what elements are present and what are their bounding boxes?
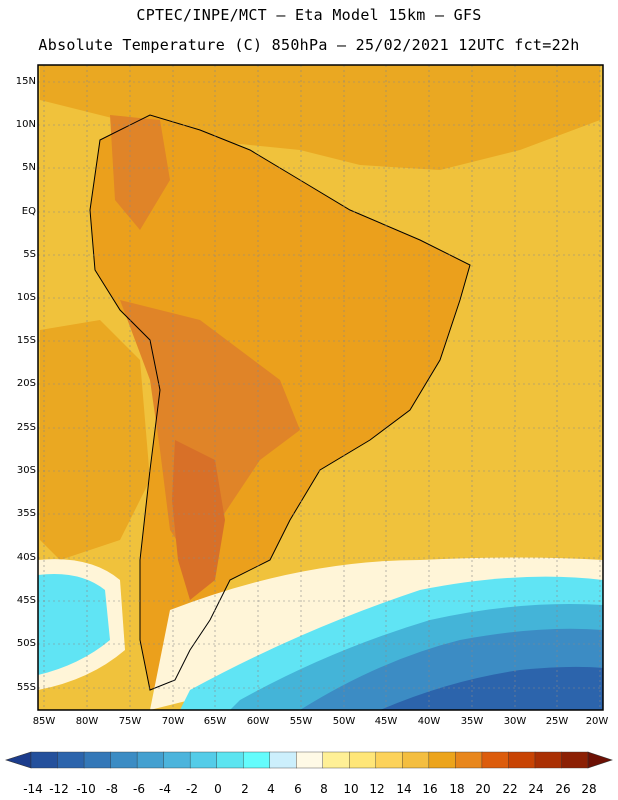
colorbar-label: 24 [528, 782, 544, 796]
colorbar-label: 8 [320, 782, 328, 796]
colorbar-label: 28 [581, 782, 597, 796]
colorbar-label: -2 [186, 782, 198, 796]
colorbar-label: -6 [133, 782, 145, 796]
colorbar-label: -12 [49, 782, 69, 796]
lat-label: 35S [16, 508, 36, 519]
title-line-1: CPTEC/INPE/MCT – Eta Model 15km – GFS [136, 6, 482, 24]
lon-label: 30W [503, 716, 527, 727]
lon-label: 85W [32, 716, 56, 727]
lon-label: 35W [460, 716, 484, 727]
colorbar-label: 22 [502, 782, 518, 796]
lat-label: 45S [16, 595, 36, 606]
colorbar-label: 6 [294, 782, 302, 796]
colorbar-swatch [83, 751, 112, 769]
colorbar-label: 0 [214, 782, 222, 796]
pacific-warm-band [40, 320, 150, 560]
lon-label: 40W [417, 716, 441, 727]
title-line-2: Absolute Temperature (C) 850hPa – 25/02/… [38, 36, 580, 54]
colorbar-swatch [110, 751, 138, 769]
pacific-cold-southwest [38, 574, 110, 675]
colorbar-swatch [349, 751, 377, 769]
colorbar-swatch [242, 751, 271, 769]
colorbar-swatch [508, 751, 536, 769]
colorbar-swatch [534, 751, 562, 769]
colorbar-label: 2 [241, 782, 249, 796]
colorbar-swatch [189, 751, 218, 769]
southern-cold-deep [380, 666, 603, 710]
colorbar-swatch [322, 751, 350, 769]
colorbar-label: -10 [76, 782, 96, 796]
chaco-hot-region [120, 300, 300, 560]
colorbar-swatch [57, 751, 85, 769]
colorbar [5, 751, 613, 769]
coastline [89, 114, 471, 691]
colorbar-swatch [163, 751, 191, 769]
colorbar-label: 16 [422, 782, 438, 796]
colorbar-swatch [428, 751, 456, 769]
lat-label: 25S [16, 422, 36, 433]
andes-north-hot [110, 115, 170, 230]
colorbar-label: 4 [267, 782, 275, 796]
lon-label: 45W [374, 716, 398, 727]
colorbar-label: 18 [449, 782, 465, 796]
lat-label: 10N [15, 119, 36, 130]
lon-label: 55W [289, 716, 313, 727]
colorbar-swatch [481, 751, 509, 769]
colorbar-label: 26 [555, 782, 571, 796]
lat-label: 5N [22, 162, 36, 173]
colorbar-swatch [136, 751, 165, 769]
patagonia-hot-core [172, 440, 225, 600]
colorbar-label: -14 [23, 782, 43, 796]
lon-label: 70W [161, 716, 185, 727]
lat-label: 15N [15, 76, 36, 87]
lon-label: 20W [585, 716, 609, 727]
lon-label: 65W [203, 716, 227, 727]
colorbar-swatch [402, 751, 430, 769]
lon-label: 50W [332, 716, 356, 727]
lon-label: 80W [75, 716, 99, 727]
colorbar-swatch [375, 751, 403, 769]
lat-label: 50S [16, 638, 36, 649]
colorbar-label: -8 [106, 782, 118, 796]
lon-label: 60W [246, 716, 270, 727]
temperature-field [38, 65, 603, 710]
tropical-warm-sea [40, 65, 600, 170]
colorbar-swatch [269, 751, 297, 769]
colorbar-label: 12 [369, 782, 385, 796]
colorbar-swatches [5, 751, 613, 769]
colorbar-swatch [30, 751, 59, 769]
colorbar-swatch [455, 751, 483, 769]
lat-label: 30S [16, 465, 36, 476]
colorbar-label: 20 [475, 782, 491, 796]
colorbar-label: 14 [396, 782, 412, 796]
lat-label: 5S [23, 249, 36, 260]
lat-label: 10S [16, 292, 36, 303]
temperature-map [37, 64, 604, 711]
lon-label: 75W [118, 716, 142, 727]
colorbar-max-arrow [587, 751, 613, 769]
colorbar-label: -4 [159, 782, 171, 796]
colorbar-label: 10 [343, 782, 359, 796]
colorbar-swatch [216, 751, 244, 769]
lat-label: 40S [16, 552, 36, 563]
lon-label: 25W [545, 716, 569, 727]
lat-label: EQ [21, 206, 36, 217]
colorbar-swatch [296, 751, 324, 769]
colorbar-swatch [561, 751, 589, 769]
lat-label: 55S [16, 682, 36, 693]
lat-label: 15S [16, 335, 36, 346]
graticule [38, 65, 603, 710]
colorbar-min-arrow [5, 751, 32, 769]
lat-label: 20S [16, 378, 36, 389]
map-frame [37, 64, 604, 711]
